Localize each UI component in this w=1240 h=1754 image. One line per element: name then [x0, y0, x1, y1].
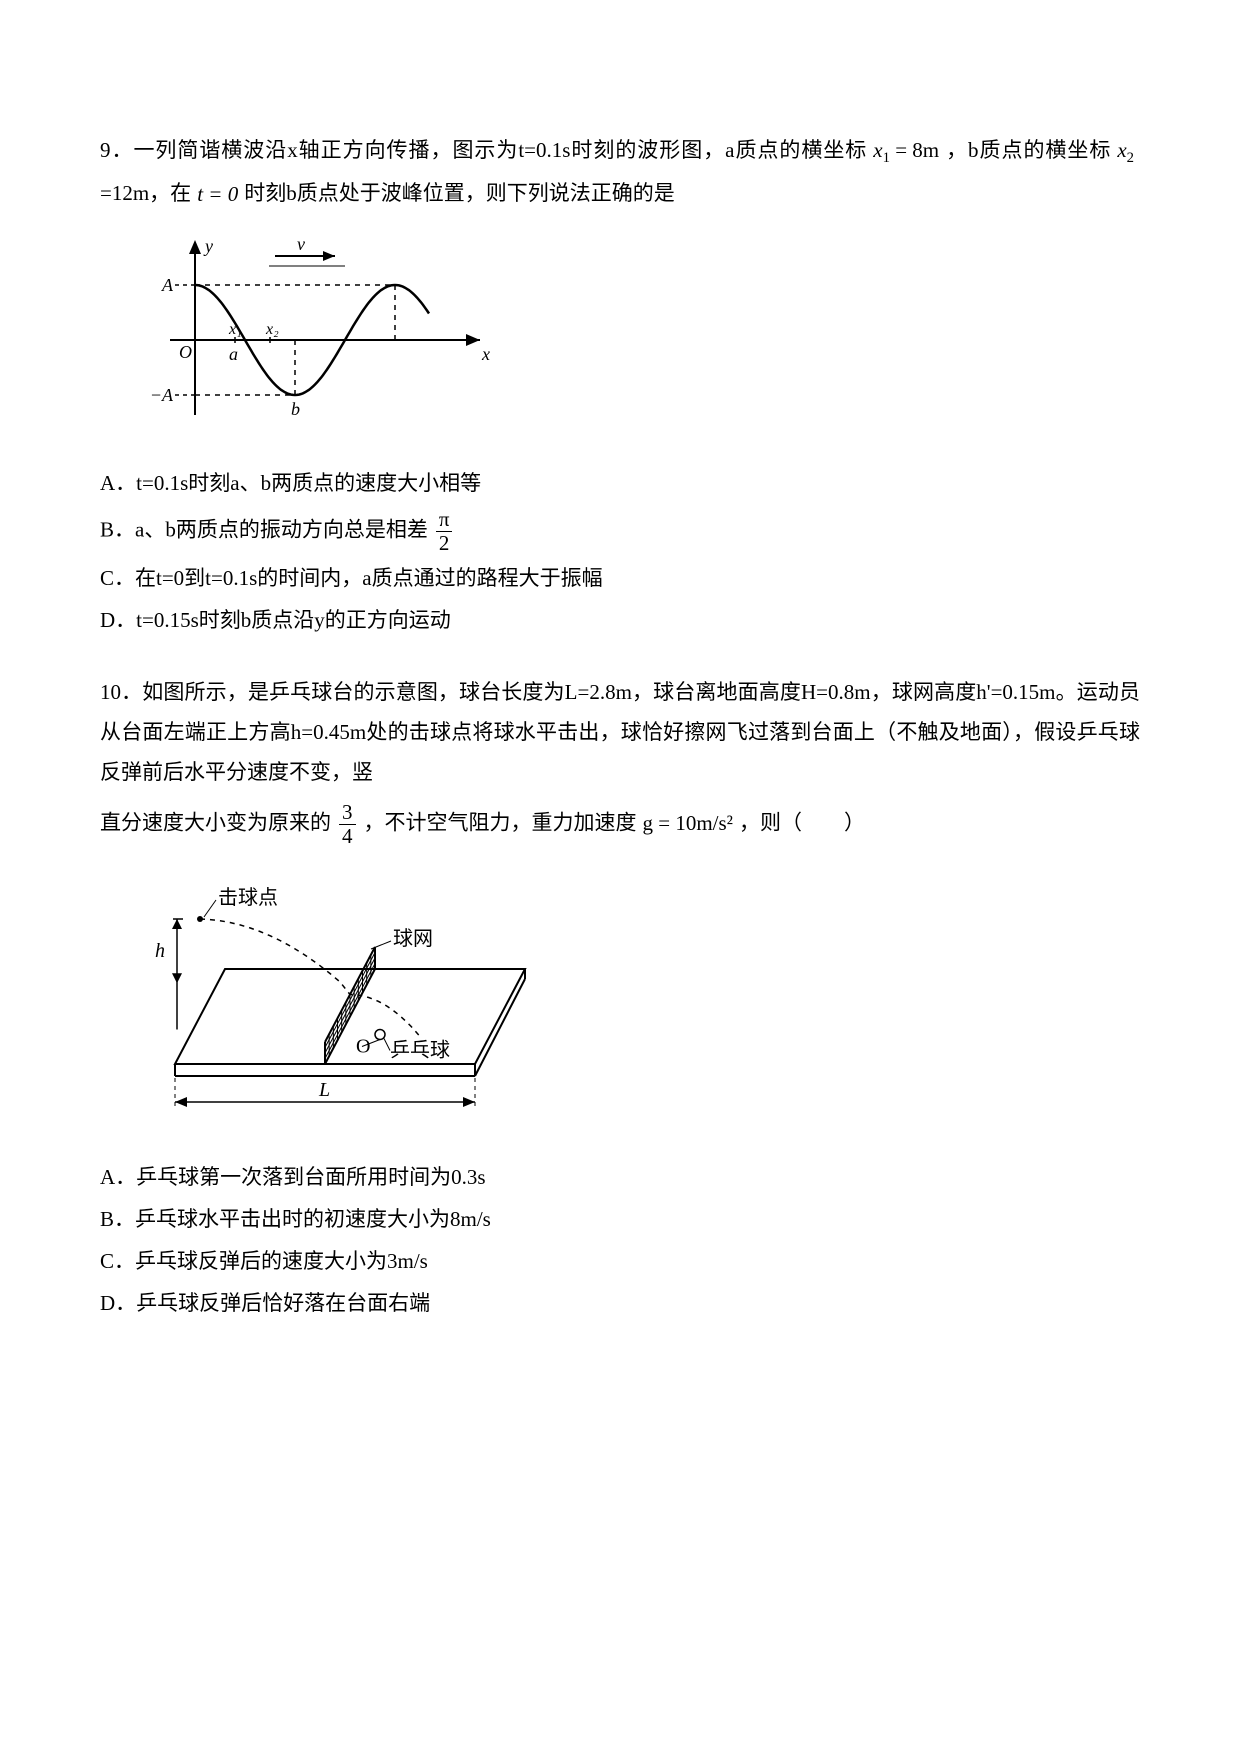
option-d: D．乒乓球反弹后恰好落在台面右端: [100, 1284, 1140, 1324]
stem-text: 一列简谐横波沿x轴正方向传播，图示为t=0.1s时刻的波形图，a质点的横坐标: [133, 138, 867, 162]
problem-10: 10．如图所示，是乒乓球台的示意图，球台长度为L=2.8m，球台离地面高度H=0…: [100, 673, 1140, 1323]
option-a: A．乒乓球第一次落到台面所用时间为0.3s: [100, 1158, 1140, 1198]
math-x2: x2: [1113, 130, 1138, 174]
problem-number: 9．: [100, 138, 133, 162]
svg-text:x₁: x₁: [228, 321, 242, 338]
wave-svg: y x A −A Ox₁ x₂ a b v: [140, 230, 500, 450]
problem-10-stem-2: 直分速度大小变为原来的34，不计空气阻力，重力加速度g = 10m/s²，则（ …: [100, 799, 1140, 850]
problem-10-stem-1: 10．如图所示，是乒乓球台的示意图，球台长度为L=2.8m，球台离地面高度H=0…: [100, 673, 1140, 793]
option-d: D．t=0.15s时刻b质点沿y的正方向运动: [100, 601, 1140, 641]
stem-text: ，b质点的横坐标: [945, 138, 1111, 162]
option-c: C．在t=0到t=0.1s的时间内，a质点通过的路程大于振幅: [100, 559, 1140, 599]
problem-9-options: A．t=0.1s时刻a、b两质点的速度大小相等 B．a、b两质点的振动方向总是相…: [100, 464, 1140, 641]
svg-text:v: v: [297, 234, 305, 254]
stem-text: 时刻b质点处于波峰位置，则下列说法正确的是: [244, 181, 675, 205]
fraction-3-4: 34: [333, 799, 362, 850]
option-b: B．乒乓球水平击出时的初速度大小为8m/s: [100, 1200, 1140, 1240]
stem-text: =12m，在: [100, 181, 191, 205]
svg-text:乒乓球: 乒乓球: [390, 1038, 450, 1061]
problem-number: 10．: [100, 680, 142, 704]
math-t0: t = 0: [193, 174, 242, 216]
problem-9: 9．一列简谐横波沿x轴正方向传播，图示为t=0.1s时刻的波形图，a质点的横坐标…: [100, 130, 1140, 641]
option-b: B．a、b两质点的振动方向总是相差π2: [100, 506, 1140, 557]
svg-text:O: O: [179, 342, 192, 362]
svg-text:击球点: 击球点: [218, 886, 278, 909]
math-g: g = 10m/s²: [639, 803, 737, 845]
svg-text:球网: 球网: [393, 927, 433, 950]
math-x1: x1 = 8m: [869, 130, 943, 174]
svg-text:x: x: [481, 344, 490, 364]
svg-text:−A: −A: [150, 385, 174, 405]
problem-9-stem: 9．一列简谐横波沿x轴正方向传播，图示为t=0.1s时刻的波形图，a质点的横坐标…: [100, 130, 1140, 216]
svg-text:x₂: x₂: [265, 321, 279, 338]
svg-text:h: h: [155, 940, 165, 962]
svg-text:a: a: [229, 344, 238, 364]
svg-text:b: b: [291, 399, 300, 419]
svg-text:y: y: [203, 236, 213, 256]
option-a: A．t=0.1s时刻a、b两质点的速度大小相等: [100, 464, 1140, 504]
problem-10-options: A．乒乓球第一次落到台面所用时间为0.3s B．乒乓球水平击出时的初速度大小为8…: [100, 1158, 1140, 1324]
svg-text:A: A: [161, 275, 174, 295]
fraction-pi-2: π2: [430, 506, 459, 557]
table-diagram: 击球点球网O乒乓球hL: [140, 864, 1140, 1144]
stem-text: 如图所示，是乒乓球台的示意图，球台长度为L=2.8m，球台离地面高度H=0.8m…: [100, 680, 1140, 784]
option-c: C．乒乓球反弹后的速度大小为3m/s: [100, 1242, 1140, 1282]
wave-chart: y x A −A Ox₁ x₂ a b v: [140, 230, 1140, 450]
svg-text:L: L: [318, 1079, 330, 1101]
table-svg: 击球点球网O乒乓球hL: [140, 864, 540, 1144]
